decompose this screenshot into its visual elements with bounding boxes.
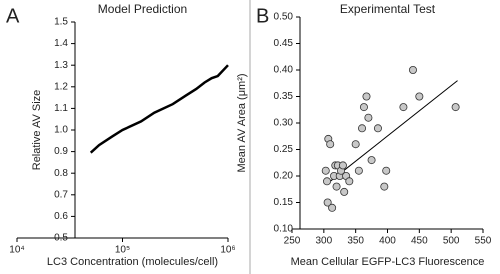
y-tick-label: 0.35 (274, 91, 294, 102)
x-tick-label: 10⁴ (9, 245, 24, 256)
x-tick-label: 400 (379, 236, 396, 247)
x-axis-label: LC3 Concentration (molecules/cell) (47, 256, 218, 268)
x-tick-label: 550 (475, 236, 492, 247)
y-tick-label: 0.10 (274, 224, 294, 235)
point (338, 161, 347, 170)
point (345, 177, 354, 186)
x-tick-label: 350 (347, 236, 364, 247)
y-tick-label: 0.9 (54, 146, 68, 157)
y-tick-label: 0.15 (274, 197, 294, 208)
point (328, 203, 337, 212)
point (354, 166, 363, 175)
y-tick-label: 0.20 (274, 171, 294, 182)
y-tick-label: 0.40 (274, 65, 294, 76)
y-axis-label: Mean AV Area (μm²) (236, 73, 248, 172)
x-axis-label: Mean Cellular EGFP-LC3 Fluorescence (291, 256, 485, 268)
point (399, 103, 408, 112)
y-tick-label: 0.30 (274, 118, 294, 129)
y-tick-label: 1.1 (54, 103, 68, 114)
y-tick-label: 0.7 (54, 189, 68, 200)
y-tick-label: 0.45 (274, 38, 294, 49)
point (380, 182, 389, 191)
point (451, 103, 460, 112)
y-tick-label: 1.5 (54, 17, 68, 28)
x-tick-label: 250 (284, 236, 301, 247)
panel-letter: B (256, 5, 269, 27)
chart-title: Model Prediction (98, 2, 187, 16)
x-tick-label: 10⁶ (220, 245, 235, 256)
point (323, 177, 332, 186)
point (408, 66, 417, 75)
point (367, 156, 376, 165)
point (358, 124, 367, 133)
x-tick-label: 500 (443, 236, 460, 247)
point (359, 103, 368, 112)
point (364, 113, 373, 122)
point (340, 187, 349, 196)
y-tick-label: 0.50 (274, 12, 294, 23)
y-tick-label: 1.3 (54, 60, 68, 71)
x-tick-label: 300 (315, 236, 332, 247)
x-tick-label: 450 (411, 236, 428, 247)
trend-line (329, 80, 458, 182)
chart-title: Experimental Test (340, 2, 436, 16)
point (321, 166, 330, 175)
y-axis-label: Relative AV Size (31, 90, 43, 171)
x-tick-label: 10⁵ (115, 245, 130, 256)
point (332, 182, 341, 191)
y-tick-label: 0.8 (54, 168, 68, 179)
point (415, 92, 424, 101)
panel-letter: A (6, 5, 20, 27)
point (362, 92, 371, 101)
point (326, 140, 335, 149)
y-tick-label: 1.0 (54, 125, 68, 136)
y-tick-label: 0.25 (274, 144, 294, 155)
y-tick-label: 0.6 (54, 211, 68, 222)
data-line (89, 64, 229, 154)
y-tick-label: 1.2 (54, 81, 68, 92)
point (323, 198, 332, 207)
y-tick-label: 0.5 (54, 233, 68, 244)
y-tick-label: 1.4 (54, 38, 68, 49)
point (382, 166, 391, 175)
point (351, 140, 360, 149)
point (373, 124, 382, 133)
